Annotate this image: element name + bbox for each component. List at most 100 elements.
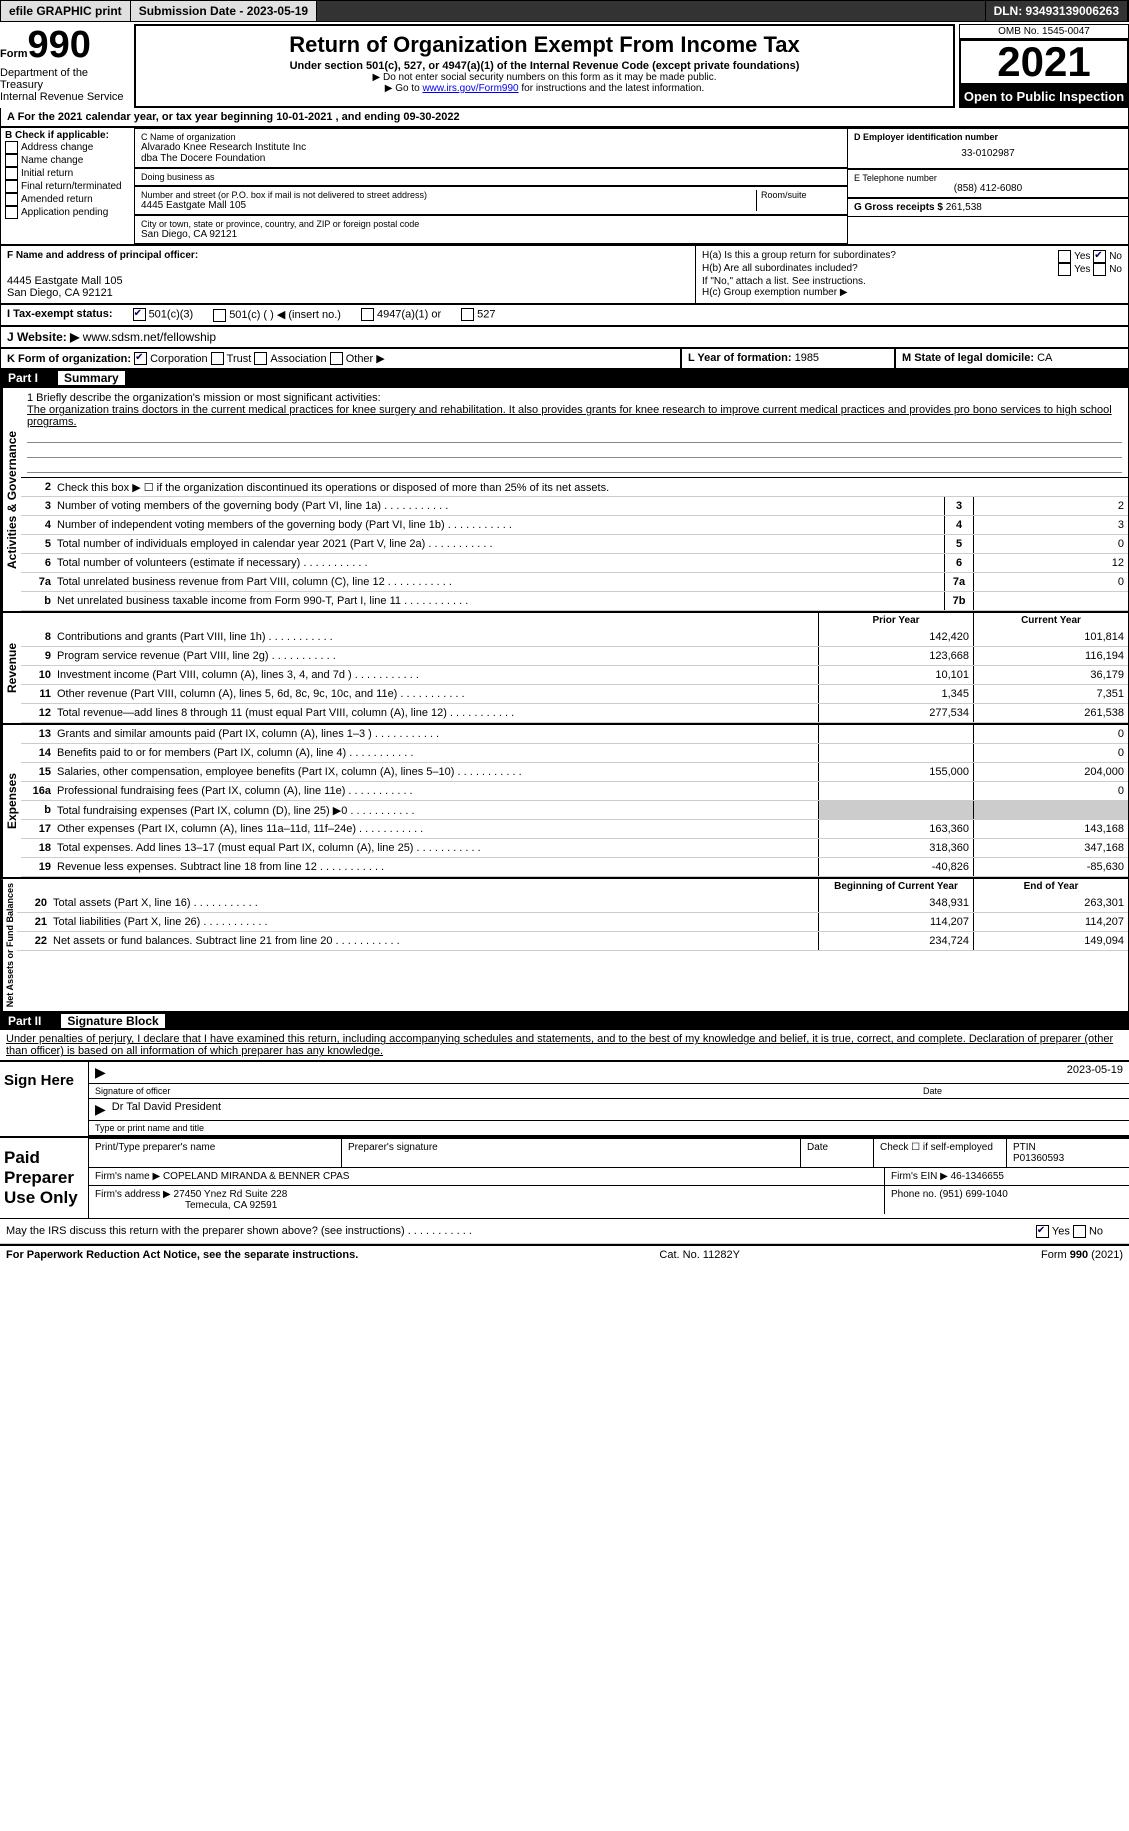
line-value: 12 — [974, 554, 1128, 572]
chk-hb-no[interactable] — [1093, 263, 1106, 276]
current-value: 114,207 — [973, 913, 1128, 931]
current-value — [973, 801, 1128, 819]
prior-value: 163,360 — [818, 820, 973, 838]
irs-link[interactable]: www.irs.gov/Form990 — [422, 83, 518, 94]
opt-corp: Corporation — [150, 353, 207, 365]
submission-date-button[interactable]: Submission Date - 2023-05-19 — [131, 1, 317, 21]
discuss-yes: Yes — [1052, 1225, 1070, 1237]
chk-ha-no[interactable] — [1093, 250, 1106, 263]
firm-ein-value: 46-1346655 — [951, 1171, 1004, 1182]
opt-final-return: Final return/terminated — [21, 181, 122, 192]
line-desc: Other expenses (Part IX, column (A), lin… — [57, 821, 818, 837]
street-address: 4445 Eastgate Mall 105 — [141, 200, 756, 211]
org-name-1: Alvarado Knee Research Institute Inc — [141, 142, 841, 153]
prior-value — [818, 744, 973, 762]
block-d: D Employer identification number 33-0102… — [847, 128, 1128, 244]
opt-4947: 4947(a)(1) or — [377, 308, 441, 320]
footer: For Paperwork Reduction Act Notice, see … — [0, 1244, 1129, 1264]
chk-discuss-no[interactable] — [1073, 1225, 1086, 1238]
opt-amended: Amended return — [21, 194, 93, 205]
chk-assoc[interactable] — [254, 352, 267, 365]
chk-hb-yes[interactable] — [1058, 263, 1071, 276]
line-desc: Investment income (Part VIII, column (A)… — [57, 667, 818, 683]
current-value: 101,814 — [973, 628, 1128, 646]
firm-name-value: COPELAND MIRANDA & BENNER CPAS — [163, 1171, 350, 1182]
line-desc: Other revenue (Part VIII, column (A), li… — [57, 686, 818, 702]
col-eoy: End of Year — [973, 879, 1128, 894]
chk-other[interactable] — [330, 352, 343, 365]
line-desc: Total revenue—add lines 8 through 11 (mu… — [57, 705, 818, 721]
chk-501c[interactable] — [213, 309, 226, 322]
line-desc: Professional fundraising fees (Part IX, … — [57, 783, 818, 799]
ha-label: H(a) Is this a group return for subordin… — [702, 250, 896, 263]
line-desc: Net unrelated business taxable income fr… — [57, 593, 944, 609]
chk-501c3[interactable] — [133, 308, 146, 321]
gross-receipts-label: G Gross receipts $ — [854, 202, 943, 213]
current-value: 0 — [973, 782, 1128, 800]
block-b: B Check if applicable: Address change Na… — [1, 128, 135, 244]
footer-mid: Cat. No. 11282Y — [659, 1249, 740, 1261]
vlabel-net-assets: Net Assets or Fund Balances — [1, 879, 17, 1011]
part1-header: Part I Summary — [0, 369, 1129, 387]
chk-trust[interactable] — [211, 352, 224, 365]
website-url: www.sdsm.net/fellowship — [83, 330, 216, 344]
top-bar: efile GRAPHIC print Submission Date - 20… — [0, 0, 1129, 22]
line-value: 0 — [974, 535, 1128, 553]
opt-name-change: Name change — [21, 155, 83, 166]
line-box: 5 — [944, 535, 974, 553]
chk-amended[interactable] — [5, 193, 18, 206]
dba-label: Doing business as — [141, 172, 841, 182]
line-value: 2 — [974, 497, 1128, 515]
discuss-no: No — [1089, 1225, 1103, 1237]
line-value: 0 — [974, 573, 1128, 591]
chk-initial-return[interactable] — [5, 167, 18, 180]
form-word: Form — [0, 48, 28, 60]
city-label: City or town, state or province, country… — [141, 219, 841, 229]
line-desc: Revenue less expenses. Subtract line 18 … — [57, 859, 818, 875]
ha-yes: Yes — [1074, 251, 1090, 262]
chk-name-change[interactable] — [5, 154, 18, 167]
line-desc: Total number of volunteers (estimate if … — [57, 555, 944, 571]
current-value: 0 — [973, 725, 1128, 743]
firm-phone-value: (951) 699-1040 — [939, 1189, 1007, 1200]
state-domicile-cell: M State of legal domicile: CA — [895, 348, 1129, 370]
state-domicile-label: M State of legal domicile: — [902, 352, 1034, 364]
gross-receipts-value: 261,538 — [946, 202, 982, 213]
year-block: OMB No. 1545-0047 2021 Open to Public In… — [959, 24, 1129, 108]
line-desc: Grants and similar amounts paid (Part IX… — [57, 726, 818, 742]
chk-corp[interactable] — [134, 352, 147, 365]
mission-block: 1 Briefly describe the organization's mi… — [21, 388, 1128, 478]
chk-4947[interactable] — [361, 308, 374, 321]
dept-label: Department of the Treasury — [0, 67, 130, 91]
note-link: ▶ Go to www.irs.gov/Form990 for instruct… — [140, 83, 949, 94]
line-desc: Net assets or fund balances. Subtract li… — [53, 933, 818, 949]
public-inspection: Open to Public Inspection — [959, 85, 1129, 108]
line-box: 7a — [944, 573, 974, 591]
subtitle: Under section 501(c), 527, or 4947(a)(1)… — [140, 60, 949, 72]
col-boy: Beginning of Current Year — [818, 879, 973, 894]
block-f: F Name and address of principal officer:… — [0, 245, 696, 304]
tax-status-label: I Tax-exempt status: — [7, 308, 113, 322]
self-employed-check: Check ☐ if self-employed — [874, 1139, 1007, 1167]
ptin-value: P01360593 — [1013, 1153, 1123, 1164]
prep-date-label: Date — [801, 1139, 874, 1167]
year-formation-cell: L Year of formation: 1985 — [681, 348, 895, 370]
sig-officer-label: Signature of officer — [95, 1086, 923, 1096]
chk-discuss-yes[interactable] — [1036, 1225, 1049, 1238]
addr-label: Number and street (or P.O. box if mail i… — [141, 190, 756, 200]
perjury-declaration: Under penalties of perjury, I declare th… — [0, 1030, 1129, 1060]
chk-527[interactable] — [461, 308, 474, 321]
chk-final-return[interactable] — [5, 180, 18, 193]
line2-desc: Check this box ▶ ☐ if the organization d… — [57, 479, 1128, 496]
line-box: 4 — [944, 516, 974, 534]
efile-print-button[interactable]: efile GRAPHIC print — [1, 1, 131, 21]
paid-preparer-label: Paid Preparer Use Only — [0, 1138, 89, 1218]
line-desc: Contributions and grants (Part VIII, lin… — [57, 629, 818, 645]
chk-ha-yes[interactable] — [1058, 250, 1071, 263]
ha-no: No — [1109, 251, 1122, 262]
prior-value: 1,345 — [818, 685, 973, 703]
chk-app-pending[interactable] — [5, 206, 18, 219]
chk-address-change[interactable] — [5, 141, 18, 154]
line-desc: Salaries, other compensation, employee b… — [57, 764, 818, 780]
discuss-label: May the IRS discuss this return with the… — [6, 1223, 1016, 1239]
